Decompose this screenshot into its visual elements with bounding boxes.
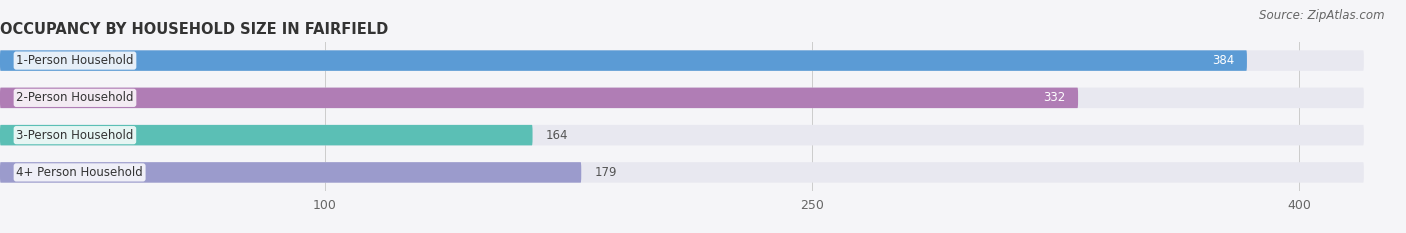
Text: 2-Person Household: 2-Person Household (17, 91, 134, 104)
FancyBboxPatch shape (0, 50, 1247, 71)
Text: 384: 384 (1212, 54, 1234, 67)
FancyBboxPatch shape (0, 125, 533, 145)
FancyBboxPatch shape (0, 125, 1364, 145)
Text: 3-Person Household: 3-Person Household (17, 129, 134, 142)
Text: 332: 332 (1043, 91, 1066, 104)
FancyBboxPatch shape (0, 162, 581, 183)
Text: OCCUPANCY BY HOUSEHOLD SIZE IN FAIRFIELD: OCCUPANCY BY HOUSEHOLD SIZE IN FAIRFIELD (0, 22, 388, 37)
Text: 164: 164 (546, 129, 568, 142)
FancyBboxPatch shape (0, 88, 1078, 108)
FancyBboxPatch shape (0, 88, 1364, 108)
Text: 179: 179 (595, 166, 617, 179)
FancyBboxPatch shape (0, 50, 1364, 71)
Text: 4+ Person Household: 4+ Person Household (17, 166, 143, 179)
Text: Source: ZipAtlas.com: Source: ZipAtlas.com (1260, 9, 1385, 22)
Text: 1-Person Household: 1-Person Household (17, 54, 134, 67)
FancyBboxPatch shape (0, 162, 1364, 183)
